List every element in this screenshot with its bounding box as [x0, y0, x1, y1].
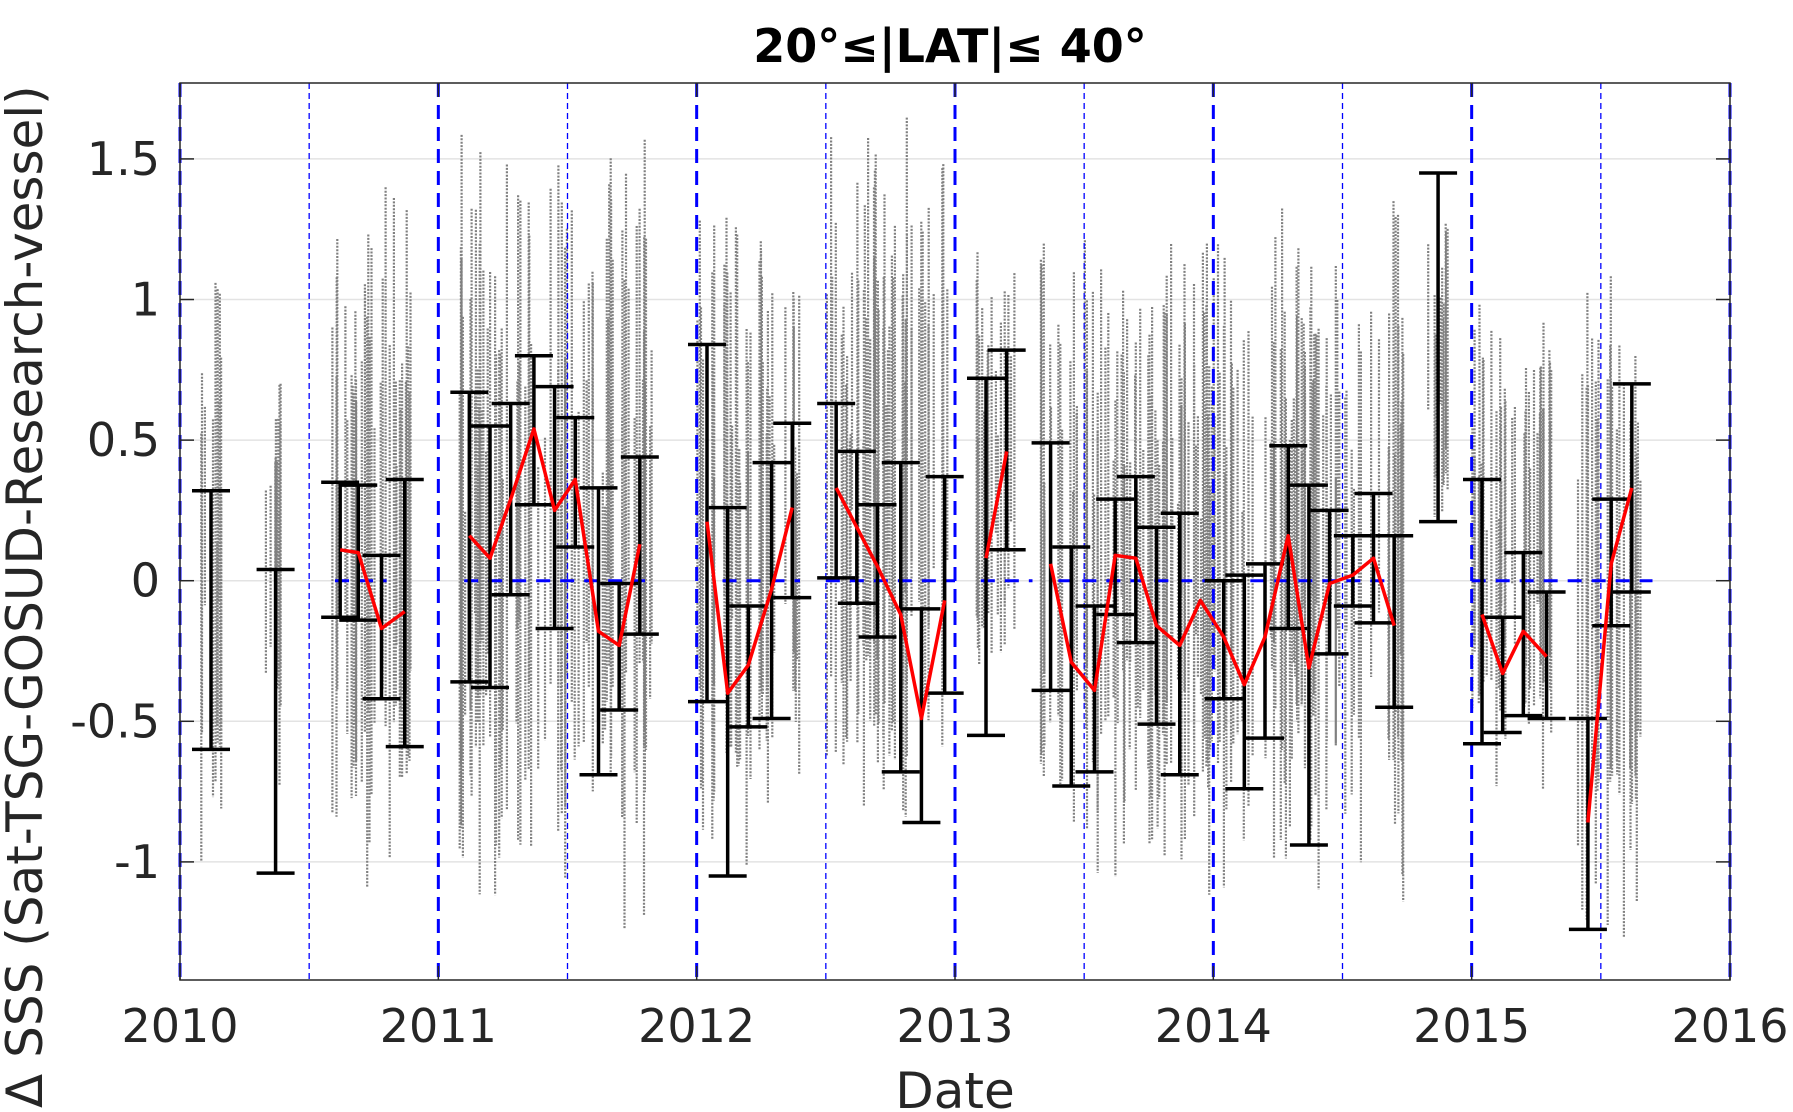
scatter-streak-5 [825, 117, 949, 817]
x-tick-label-5: 2015 [1413, 999, 1530, 1053]
error-bar-45 [1463, 477, 1501, 746]
y-tick-label-2: 0 [131, 554, 160, 608]
mean-line-segment-3 [834, 487, 947, 721]
scatter-streak-2 [331, 187, 412, 887]
y-axis-ticks: -1 -0.5 0 0.5 1 1.5 [70, 132, 1730, 889]
mean-line-segment-4 [984, 451, 1009, 559]
mean-line-segment-5 [1048, 533, 1396, 693]
error-bar-2 [321, 480, 360, 620]
x-tick-label-6: 2016 [1671, 999, 1788, 1053]
mean-line-segment-1 [468, 427, 642, 648]
scatter-streak-7 [1039, 201, 1405, 902]
error-bar-49 [1568, 716, 1607, 932]
mean-line-segment-0 [339, 548, 406, 631]
scatter-streak-0 [200, 282, 223, 862]
scatter-streak-1 [264, 383, 282, 786]
error-bar-25 [925, 474, 964, 695]
error-bar-27 [987, 348, 1026, 552]
scatter-streak-6 [975, 252, 1016, 665]
y-axis-label: Δ SSS (Sat-TSG-GOSUD-Research-vessel) [0, 85, 54, 1108]
x-tick-label-3: 2013 [896, 999, 1013, 1053]
x-axis-ticks: 2010 2011 2012 2013 2014 2015 2016 [121, 83, 1789, 1053]
error-bar-1 [256, 567, 295, 875]
y-tick-label-0: -1 [114, 835, 160, 889]
y-tick-label-5: 1.5 [87, 132, 160, 186]
mean-line-series [339, 427, 1634, 823]
x-axis-label: Date [895, 1062, 1015, 1112]
chart-title: 20°≤|LAT|≤ 40° [753, 19, 1146, 74]
x-tick-label-2: 2012 [638, 999, 755, 1053]
error-bar-0 [192, 488, 230, 752]
mean-line-segment-2 [705, 507, 794, 695]
x-tick-label-4: 2014 [1155, 999, 1272, 1053]
y-tick-label-1: -0.5 [70, 694, 160, 748]
error-bar-44 [1419, 171, 1458, 524]
mean-line-segment-7 [1586, 487, 1634, 823]
error-bar-22 [858, 503, 897, 639]
scatter-streak-9 [1471, 304, 1553, 789]
mean-line-segment-6 [1480, 613, 1548, 676]
x-tick-label-1: 2011 [380, 999, 497, 1053]
y-tick-label-4: 1 [131, 273, 160, 327]
y-tick-label-3: 0.5 [87, 413, 160, 467]
error-bar-29 [1052, 545, 1091, 788]
error-bar-41 [1333, 533, 1372, 608]
x-tick-label-0: 2010 [121, 999, 238, 1053]
error-bar-37 [1246, 562, 1284, 740]
